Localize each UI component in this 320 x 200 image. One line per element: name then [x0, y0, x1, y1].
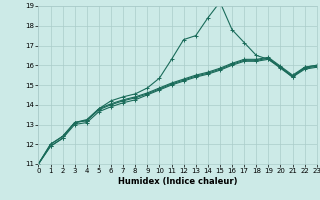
X-axis label: Humidex (Indice chaleur): Humidex (Indice chaleur) [118, 177, 237, 186]
